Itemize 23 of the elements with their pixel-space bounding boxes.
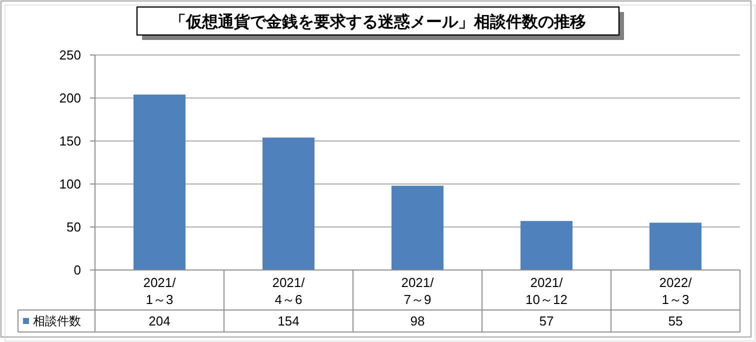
data-label: 57 <box>539 314 554 329</box>
x-tick-label: 2022/ 1～3 <box>659 275 692 307</box>
x-tick-label: 2021/ 7～9 <box>401 275 434 307</box>
bar <box>262 138 314 270</box>
data-label: 204 <box>148 314 170 329</box>
y-tick-label: 200 <box>59 90 81 106</box>
x-tick-label: 2021/ 1～3 <box>143 275 176 307</box>
data-label: 55 <box>668 314 683 329</box>
chart-title: 「仮想通貨で金銭を要求する迷惑メール」相談件数の推移 <box>170 12 586 31</box>
y-tick-label: 50 <box>66 220 81 235</box>
y-tick-label: 150 <box>59 134 81 149</box>
y-tick-label: 0 <box>74 262 81 278</box>
bar <box>392 186 444 270</box>
data-label: 98 <box>410 314 425 329</box>
legend-label: 相談件数 <box>33 314 81 328</box>
bar <box>650 222 702 270</box>
bar <box>520 220 572 270</box>
x-tick-label: 2021/ 10～12 <box>526 275 568 307</box>
y-tick-label: 100 <box>59 176 81 192</box>
y-tick-label: 250 <box>59 48 81 63</box>
bar <box>134 94 186 270</box>
x-tick-label: 2021/ 4～6 <box>272 275 306 307</box>
data-label: 154 <box>278 314 300 329</box>
